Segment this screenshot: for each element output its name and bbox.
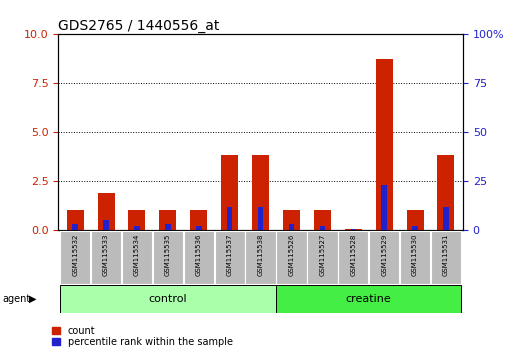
FancyBboxPatch shape <box>60 285 276 313</box>
Bar <box>72 224 78 230</box>
Text: GSM115530: GSM115530 <box>411 233 417 276</box>
Bar <box>103 220 109 230</box>
FancyBboxPatch shape <box>430 231 460 284</box>
Bar <box>442 206 448 230</box>
Bar <box>288 224 294 230</box>
FancyBboxPatch shape <box>122 231 152 284</box>
Text: ▶: ▶ <box>29 294 37 304</box>
Bar <box>159 210 176 230</box>
FancyBboxPatch shape <box>214 231 244 284</box>
FancyBboxPatch shape <box>91 231 121 284</box>
FancyBboxPatch shape <box>245 231 275 284</box>
Text: GSM115535: GSM115535 <box>165 233 171 276</box>
Bar <box>251 155 269 230</box>
Bar <box>67 210 83 230</box>
Bar <box>226 206 232 230</box>
Text: GSM115531: GSM115531 <box>442 233 448 276</box>
Bar <box>128 210 145 230</box>
Bar <box>165 224 170 230</box>
Bar <box>97 193 114 230</box>
FancyBboxPatch shape <box>183 231 214 284</box>
FancyBboxPatch shape <box>276 285 461 313</box>
Bar <box>381 185 386 230</box>
Bar <box>375 59 392 230</box>
FancyBboxPatch shape <box>307 231 337 284</box>
Text: GSM115526: GSM115526 <box>288 233 294 276</box>
Text: GSM115528: GSM115528 <box>349 233 356 276</box>
Text: GSM115537: GSM115537 <box>226 233 232 276</box>
Bar <box>195 226 201 230</box>
Bar <box>319 226 325 230</box>
Text: agent: agent <box>3 294 31 304</box>
Bar <box>190 210 207 230</box>
FancyBboxPatch shape <box>60 231 90 284</box>
Bar <box>437 155 453 230</box>
Text: creatine: creatine <box>345 294 391 304</box>
FancyBboxPatch shape <box>399 231 429 284</box>
Text: GSM115527: GSM115527 <box>319 233 325 276</box>
Bar <box>258 206 263 230</box>
Text: GSM115532: GSM115532 <box>72 233 78 276</box>
FancyBboxPatch shape <box>368 231 398 284</box>
Bar <box>350 229 356 230</box>
Bar <box>313 210 330 230</box>
Text: GSM115538: GSM115538 <box>257 233 263 276</box>
Bar <box>134 226 139 230</box>
Bar <box>282 210 299 230</box>
Text: GSM115529: GSM115529 <box>380 233 386 276</box>
Bar <box>412 226 417 230</box>
Text: GSM115533: GSM115533 <box>103 233 109 276</box>
Text: control: control <box>148 294 187 304</box>
FancyBboxPatch shape <box>153 231 183 284</box>
Text: GSM115536: GSM115536 <box>195 233 201 276</box>
FancyBboxPatch shape <box>337 231 368 284</box>
Bar <box>221 155 238 230</box>
Legend: count, percentile rank within the sample: count, percentile rank within the sample <box>50 324 234 349</box>
Text: GDS2765 / 1440556_at: GDS2765 / 1440556_at <box>58 19 219 33</box>
Text: GSM115534: GSM115534 <box>134 233 140 276</box>
Bar <box>406 210 423 230</box>
FancyBboxPatch shape <box>276 231 306 284</box>
Bar <box>344 229 361 230</box>
